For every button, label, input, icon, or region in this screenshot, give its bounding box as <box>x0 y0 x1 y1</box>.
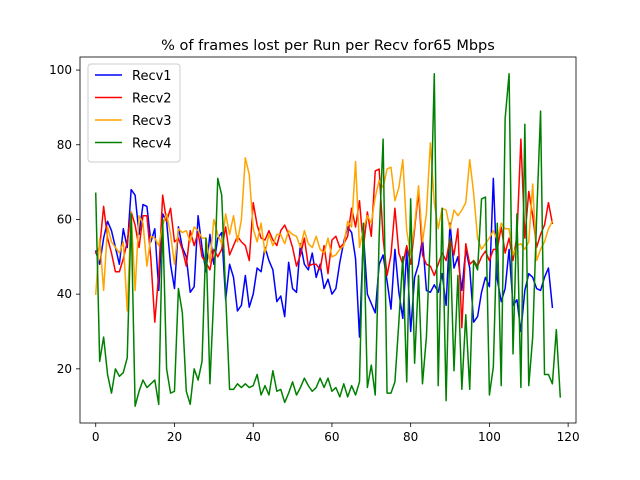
x-tick-label: 120 <box>557 430 580 444</box>
legend-label-recv1: Recv1 <box>132 69 172 84</box>
series-line-recv2 <box>94 138 554 329</box>
axes-frame <box>79 56 577 424</box>
y-tick-label: 60 <box>57 212 72 226</box>
legend-label-recv2: Recv2 <box>132 92 172 107</box>
legend-label-recv4: Recv4 <box>132 137 172 152</box>
series-line-recv1 <box>94 177 554 338</box>
x-tick-label: 0 <box>92 430 100 444</box>
series-line-recv4 <box>94 73 562 407</box>
legend: Recv1 Recv2 Recv3 Recv4 <box>87 63 181 163</box>
series-line-recv3 <box>94 142 554 312</box>
x-tick-label: 20 <box>167 430 182 444</box>
x-tick-label: 40 <box>246 430 261 444</box>
x-tick-label: 60 <box>324 430 339 444</box>
x-tick-label: 100 <box>478 430 501 444</box>
chart-title: % of frames lost per Run per Recv for65 … <box>161 38 495 54</box>
plot-area <box>94 73 562 407</box>
y-tick-label: 20 <box>57 362 72 376</box>
x-tick-label: 80 <box>403 430 418 444</box>
y-tick-label: 80 <box>57 138 72 152</box>
legend-label-recv3: Recv3 <box>132 114 172 129</box>
axes: 0 20 40 60 80 100 120 20 40 60 80 100 <box>49 56 580 444</box>
y-tick-label: 100 <box>49 63 72 77</box>
y-tick-label: 40 <box>57 287 72 301</box>
legend-box <box>87 63 181 163</box>
